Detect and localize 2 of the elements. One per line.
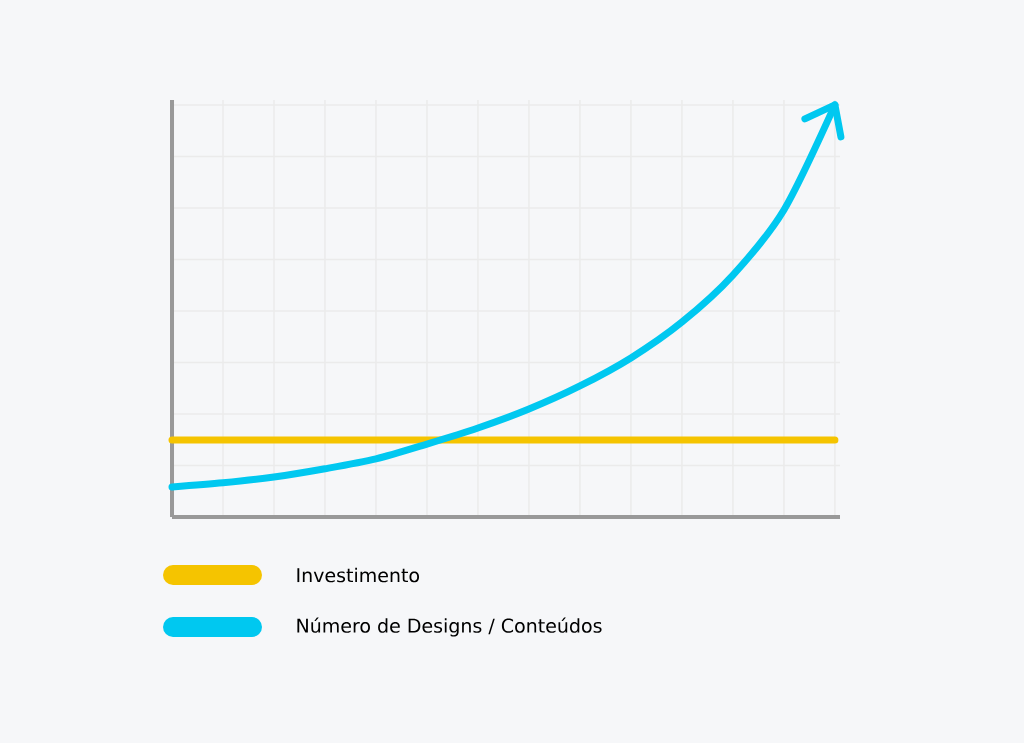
legend-label: Investimento <box>297 567 420 583</box>
legend-label: Número de Designs / Conteúdos <box>297 617 602 637</box>
